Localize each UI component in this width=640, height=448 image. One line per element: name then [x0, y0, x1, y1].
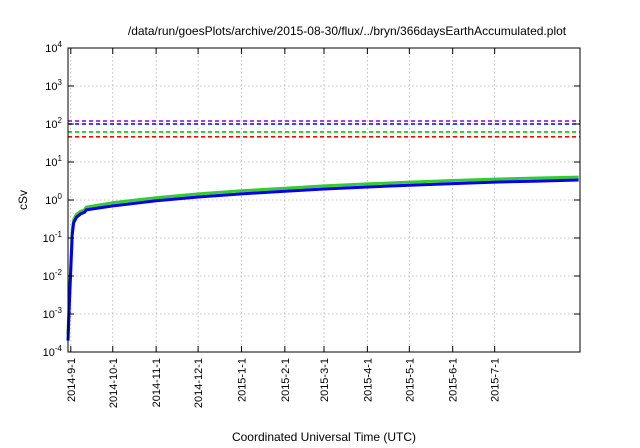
series-line [66, 175, 579, 334]
x-tick-label: 2014-10-1 [108, 358, 120, 408]
y-tick-label: 10-3 [43, 306, 63, 321]
x-tick-label: 2015-2-1 [280, 358, 292, 402]
x-tick-label: 2014-12-1 [193, 358, 205, 408]
data-series [66, 175, 579, 341]
chart-title: /data/run/goesPlots/archive/2015-08-30/f… [128, 24, 567, 38]
x-tick-label: 2015-1-1 [236, 358, 248, 402]
series-line [66, 178, 579, 341]
y-axis: 10-4 10-3 10-2 10-1 100 101 102 103 104 [43, 40, 580, 359]
y-tick-label: 10-2 [43, 268, 63, 283]
x-axis-label: Coordinated Universal Time (UTC) [232, 430, 416, 444]
y-tick-label: 102 [45, 116, 62, 131]
y-tick-label: 101 [45, 154, 62, 169]
y-tick-label: 10-1 [43, 230, 63, 245]
y-tick-label: 104 [45, 40, 62, 55]
x-tick-label: 2015-5-1 [404, 358, 416, 402]
x-axis: 2014-9-1 2014-10-1 2014-11-1 2014-12-1 2015-… [66, 48, 502, 408]
reference-lines [68, 120, 580, 138]
y-axis-label: cSv [16, 190, 30, 210]
x-tick-label: 2015-7-1 [490, 358, 502, 402]
y-tick-label: 103 [45, 78, 62, 93]
y-tick-label: 100 [45, 192, 62, 207]
x-tick-label: 2014-11-1 [151, 358, 163, 407]
x-tick-label: 2015-4-1 [362, 358, 374, 402]
x-tick-label: 2015-6-1 [448, 358, 460, 402]
x-tick-label: 2015-3-1 [319, 358, 331, 402]
y-tick-label: 10-4 [43, 344, 63, 359]
x-tick-label: 2014-9-1 [66, 358, 78, 402]
